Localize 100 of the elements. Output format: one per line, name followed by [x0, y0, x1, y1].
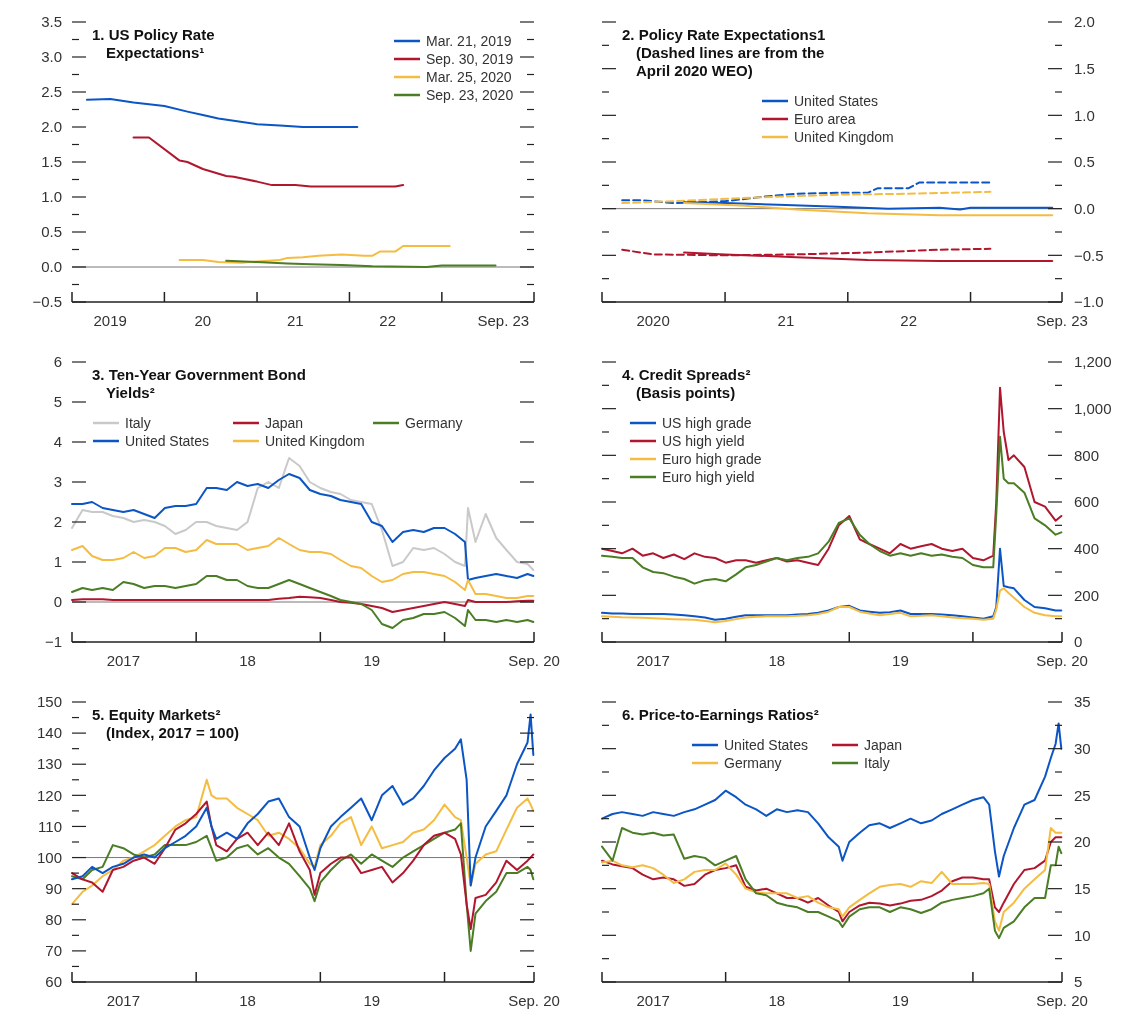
x-tick-label: 22 [900, 312, 918, 329]
line-series [132, 136, 405, 188]
x-tick-label: 18 [768, 992, 786, 1009]
y-tick-label: 3.5 [41, 13, 62, 31]
y-tick-label: 0.5 [1074, 153, 1095, 171]
x-tick-label: 18 [239, 992, 256, 1009]
legend-label: Japan [265, 414, 304, 431]
y-tick-label: 0 [1074, 633, 1083, 651]
x-tick-label: 2017 [636, 652, 670, 669]
y-tick-label: 35 [1074, 693, 1091, 711]
y-tick-label: 4 [53, 433, 62, 451]
legend-label: US high yield [662, 432, 745, 449]
y-tick-label: 2 [53, 513, 62, 531]
y-tick-label: 200 [1074, 586, 1100, 604]
y-tick-label: 0.0 [1074, 199, 1095, 217]
y-tick-label: 140 [36, 724, 62, 742]
chart-title: 6. Price-to-Earnings Ratios² [622, 706, 819, 723]
legend-label: Italy [125, 414, 151, 431]
chart-title: 5. Equity Markets² [92, 706, 221, 723]
line-series [178, 245, 451, 264]
line-series [71, 822, 535, 952]
y-tick-label: 60 [45, 973, 62, 991]
y-tick-label: 20 [1074, 833, 1091, 851]
y-tick-label: 5 [53, 393, 62, 411]
y-tick-label: 70 [45, 942, 62, 960]
line-series [601, 547, 1063, 621]
y-tick-label: −0.5 [1074, 246, 1104, 264]
legend-label: United Kingdom [265, 432, 365, 449]
line-series [71, 595, 535, 613]
y-tick-label: 6 [53, 353, 62, 371]
legend-label: Germany [724, 754, 782, 771]
y-tick-label: 0.0 [41, 258, 62, 276]
text: (Index, 2017 = 100) [106, 724, 239, 741]
y-tick-label: 400 [1074, 539, 1100, 557]
legend-label: Japan [864, 736, 903, 753]
y-tick-label: −1.0 [1074, 293, 1104, 311]
y-tick-label: 600 [1074, 493, 1100, 511]
y-tick-label: 10 [1074, 926, 1091, 944]
x-tick-label: Sep. 23 [1036, 312, 1088, 329]
line-series [85, 98, 359, 128]
y-tick-label: 25 [1074, 786, 1091, 804]
legend-label: Sep. 23, 2020 [426, 86, 514, 103]
y-tick-label: 110 [38, 817, 62, 835]
line-series [601, 722, 1063, 878]
y-tick-label: 100 [36, 848, 62, 866]
y-tick-label: 1.0 [1074, 106, 1095, 124]
legend-label: Euro high yield [662, 468, 755, 485]
chart-title: 4. Credit Spreads² [622, 366, 751, 383]
y-tick-label: 1.5 [41, 153, 62, 171]
x-tick-label: 19 [892, 992, 909, 1009]
y-tick-label: 5 [1074, 973, 1083, 991]
y-tick-label: 1 [53, 553, 62, 571]
line-series [71, 473, 535, 581]
legend-label: United Kingdom [794, 128, 894, 145]
y-tick-label: 3.0 [41, 48, 62, 66]
line-series [71, 537, 535, 599]
line-series [601, 587, 1063, 624]
x-tick-label: Sep. 20 [1036, 992, 1088, 1009]
y-tick-label: 2.0 [1074, 13, 1095, 31]
x-tick-label: Sep. 23 [477, 312, 530, 329]
x-tick-label: 19 [892, 652, 909, 669]
y-tick-label: 130 [36, 755, 62, 773]
y-tick-label: 120 [36, 786, 62, 804]
y-tick-label: 1,000 [1074, 399, 1112, 417]
x-tick-label: 2019 [93, 312, 127, 329]
chart-title: 2. Policy Rate Expectations1 [622, 26, 826, 43]
line-series [71, 575, 535, 629]
legend-label: Sep. 30, 2019 [426, 50, 514, 67]
x-tick-label: 2017 [106, 992, 141, 1009]
legend-label: US high grade [662, 414, 752, 431]
y-tick-label: 80 [45, 911, 62, 929]
y-tick-label: 1.5 [1074, 59, 1095, 77]
x-tick-label: Sep. 20 [508, 652, 560, 669]
text: 3. Ten-Year Government Bond Yields² [92, 366, 306, 401]
legend-label: Mar. 21, 2019 [426, 32, 512, 49]
legend-label: Italy [864, 754, 890, 771]
x-tick-label: Sep. 20 [508, 992, 560, 1009]
y-tick-label: −1 [44, 633, 62, 651]
x-tick-label: Sep. 20 [1036, 652, 1088, 669]
x-tick-label: 22 [379, 312, 397, 329]
line-series [601, 836, 1063, 923]
y-tick-label: 1,200 [1074, 353, 1112, 371]
y-tick-label: 1.0 [41, 188, 62, 206]
y-tick-label: 30 [1074, 739, 1091, 757]
y-tick-label: 2.0 [41, 118, 62, 136]
line-series [71, 800, 535, 931]
x-tick-label: 19 [363, 652, 381, 669]
y-tick-label: 0.5 [41, 223, 62, 241]
text: (Basis points) [636, 384, 736, 401]
x-tick-label: 2017 [636, 992, 670, 1009]
line-series [71, 457, 535, 571]
y-tick-label: 90 [45, 879, 62, 897]
legend-label: Euro high grade [662, 450, 762, 467]
x-tick-label: 2017 [106, 652, 141, 669]
x-tick-label: 21 [777, 312, 795, 329]
legend-label: Mar. 25, 2020 [426, 68, 512, 85]
line-series [601, 386, 1063, 566]
legend-label: United States [125, 432, 210, 449]
legend-label: Euro area [794, 110, 856, 127]
line-series [71, 778, 535, 906]
